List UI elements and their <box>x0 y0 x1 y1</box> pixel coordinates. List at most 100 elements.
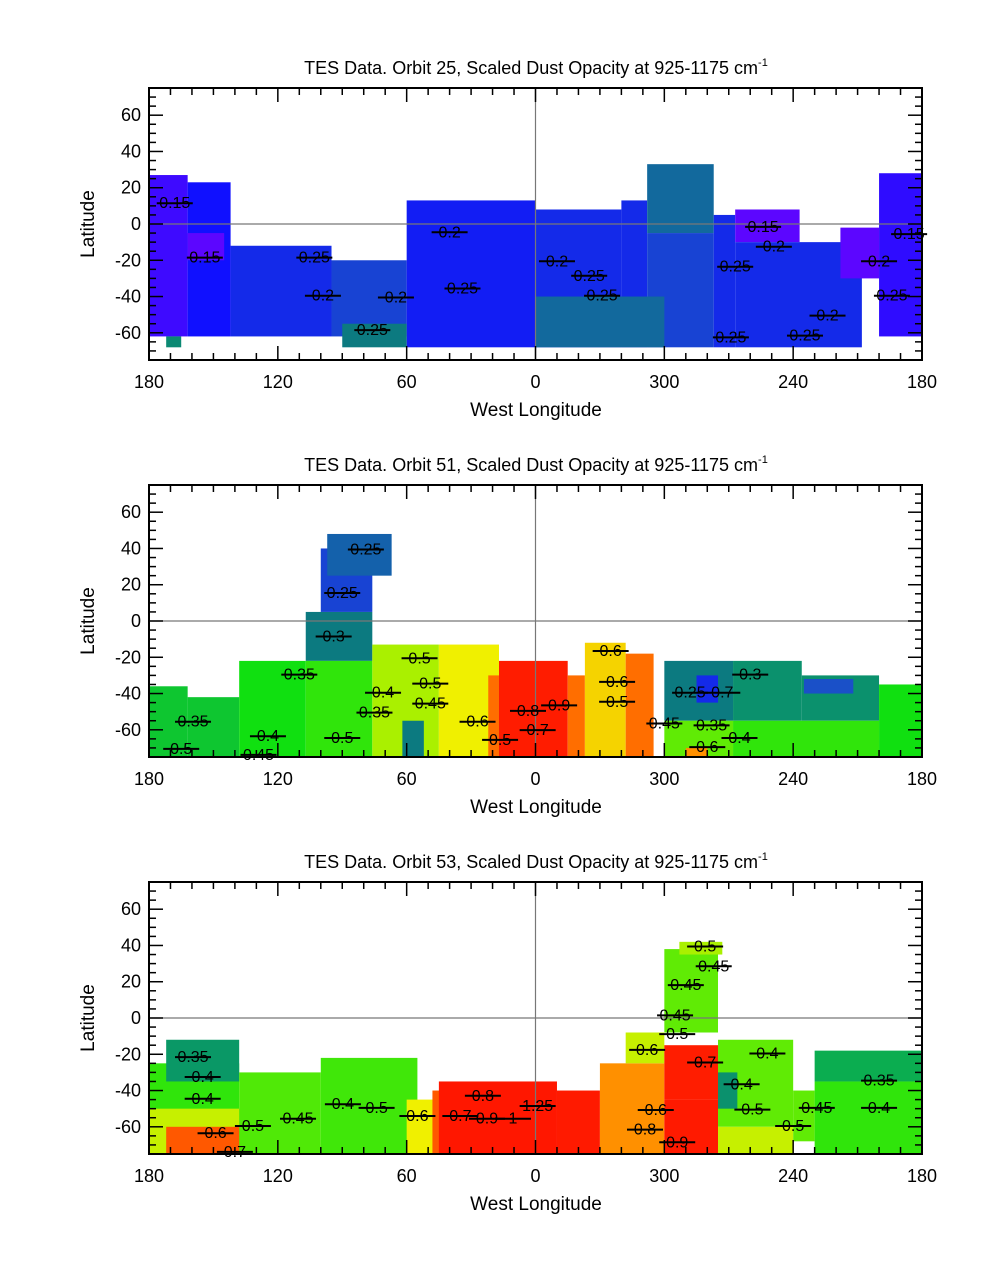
contour-label: 0.6 <box>204 1125 226 1142</box>
heatmap-cell <box>685 747 708 757</box>
contour-label: 0.45 <box>649 716 680 733</box>
heatmap-cell <box>735 209 800 243</box>
heatmap-cell <box>679 941 723 955</box>
contour-label: 0.15 <box>159 195 190 212</box>
y-tick-label: 60 <box>121 105 141 125</box>
contour-label: 0.4 <box>372 685 394 702</box>
contour-label: 0.9 <box>476 1111 498 1128</box>
y-tick-label: 0 <box>131 611 141 631</box>
contour-label: 0.7 <box>449 1108 471 1125</box>
contour-label: 0.2 <box>546 253 568 270</box>
y-tick-label: 0 <box>131 1008 141 1028</box>
contour-label: 0.5 <box>242 1118 264 1135</box>
heatmap-cell <box>713 214 736 348</box>
y-axis-label: Latitude <box>78 984 99 1052</box>
contour-label: 0.7 <box>694 1055 716 1072</box>
contour-label: 0.25 <box>350 541 381 558</box>
x-tick-label: 240 <box>778 1166 808 1186</box>
x-tick-label: 0 <box>530 769 540 789</box>
contour-label: 0.45 <box>698 958 729 975</box>
contour-label: 0.5 <box>365 1100 387 1117</box>
heatmap-cell <box>239 660 306 757</box>
heatmap-cell <box>647 164 714 234</box>
contour-label: 0.8 <box>634 1122 656 1139</box>
y-tick-label: -60 <box>115 323 141 343</box>
x-tick-label: 180 <box>907 1166 937 1186</box>
y-tick-label: -20 <box>115 1044 141 1064</box>
contour-label: 0.25 <box>574 268 605 285</box>
contour-label: 1.25 <box>522 1098 553 1115</box>
contour-label: 0.25 <box>586 288 617 305</box>
contour-label: 0.2 <box>763 239 785 256</box>
heatmap-cell <box>556 1090 600 1154</box>
contour-label: 0.5 <box>489 732 511 749</box>
contour-label: 0.25 <box>675 685 706 702</box>
contour-label: 0.5 <box>331 730 353 747</box>
contour-label: 0.25 <box>876 288 907 305</box>
contour-label: 0.2 <box>438 224 460 241</box>
y-tick-label: -20 <box>115 250 141 270</box>
y-axis-label: Latitude <box>78 587 99 655</box>
contour-label: 0.45 <box>282 1111 313 1128</box>
heatmap-cell <box>599 1063 665 1154</box>
heatmap-cell <box>402 720 424 757</box>
heatmap-cell <box>803 679 854 694</box>
contour-label: 0.35 <box>359 705 390 722</box>
x-axis-label: West Longitude <box>470 797 602 818</box>
contour-label: 0.25 <box>299 250 330 267</box>
heatmap-cells <box>149 533 922 757</box>
heatmap-cell <box>696 675 719 703</box>
y-tick-label: -40 <box>115 1081 141 1101</box>
contour-label: 0.5 <box>741 1102 763 1119</box>
heatmap-cell <box>879 684 922 757</box>
contour-label: 0.2 <box>816 308 838 325</box>
heatmap-cell <box>625 1032 665 1064</box>
heatmap-cells <box>149 164 922 348</box>
x-axis-label: West Longitude <box>470 1194 602 1215</box>
contour-label: 0.4 <box>868 1100 890 1117</box>
contour-label: 0.5 <box>170 741 192 758</box>
heatmap-cell <box>664 1045 719 1100</box>
heatmap-cell <box>230 245 332 337</box>
chart-panel-3: TES Data. Orbit 53, Scaled Dust Opacity … <box>78 851 937 1215</box>
contour-label: 0.45 <box>415 696 446 713</box>
contour-label: 0.9 <box>548 697 570 714</box>
heatmap-cells <box>149 941 922 1154</box>
x-tick-label: 0 <box>530 372 540 392</box>
x-tick-label: 180 <box>134 372 164 392</box>
contour-label: 0.5 <box>782 1118 804 1135</box>
heatmap-cell <box>718 1126 794 1154</box>
contour-label: 0.8 <box>472 1088 494 1105</box>
contour-label: 0.25 <box>357 322 388 339</box>
x-tick-label: 120 <box>263 372 293 392</box>
contour-label: 0.4 <box>257 728 279 745</box>
x-tick-label: 120 <box>263 1166 293 1186</box>
contour-label: 0.8 <box>517 703 539 720</box>
contour-label: 0.5 <box>408 650 430 667</box>
heatmap-cell <box>498 660 568 757</box>
y-tick-label: -40 <box>115 684 141 704</box>
x-tick-label: 180 <box>134 1166 164 1186</box>
contour-label: 0.4 <box>332 1096 354 1113</box>
heatmap-cell <box>718 1072 738 1109</box>
contour-label: 0.4 <box>756 1045 778 1062</box>
y-tick-label: 60 <box>121 502 141 522</box>
chart-title: TES Data. Orbit 25, Scaled Dust Opacity … <box>304 57 768 78</box>
contour-label: 0.6 <box>636 1042 658 1059</box>
y-tick-label: 20 <box>121 972 141 992</box>
heatmap-cell <box>814 1050 922 1082</box>
contour-label: 0.25 <box>447 280 478 297</box>
y-tick-label: -40 <box>115 287 141 307</box>
contour-label: 0.5 <box>694 938 716 955</box>
heatmap-cell <box>793 1090 815 1142</box>
chart-panel-2: TES Data. Orbit 51, Scaled Dust Opacity … <box>78 454 937 818</box>
x-tick-label: 180 <box>907 372 937 392</box>
contour-label: 0.35 <box>696 717 727 734</box>
contour-label: 0.4 <box>192 1069 214 1086</box>
y-tick-label: -60 <box>115 1117 141 1137</box>
y-tick-label: 40 <box>121 538 141 558</box>
contour-label: 0.2 <box>868 253 890 270</box>
y-tick-label: 20 <box>121 178 141 198</box>
x-tick-label: 120 <box>263 769 293 789</box>
contour-label: 0.3 <box>739 667 761 684</box>
